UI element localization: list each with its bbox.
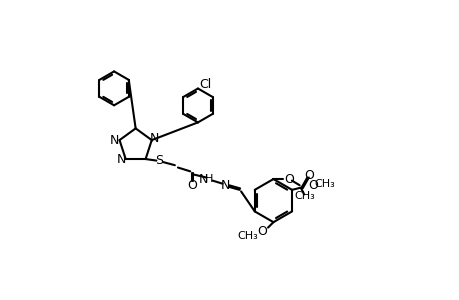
Text: N: N — [150, 132, 159, 145]
Text: O: O — [186, 179, 196, 192]
Text: O: O — [303, 169, 313, 182]
Text: O: O — [257, 225, 266, 238]
Text: S: S — [155, 154, 163, 167]
Text: CH₃: CH₃ — [294, 191, 315, 201]
Text: N: N — [110, 134, 119, 147]
Text: N: N — [198, 172, 207, 186]
Text: CH₃: CH₃ — [313, 179, 334, 190]
Text: N: N — [220, 179, 230, 192]
Text: O: O — [308, 179, 318, 193]
Text: N: N — [116, 152, 125, 166]
Text: O: O — [283, 172, 293, 186]
Text: CH₃: CH₃ — [237, 231, 258, 241]
Text: Cl: Cl — [199, 78, 211, 91]
Text: H: H — [204, 174, 213, 184]
